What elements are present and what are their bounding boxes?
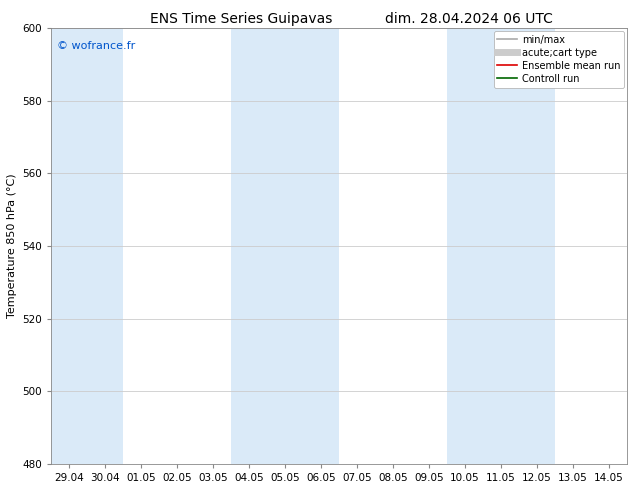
- Text: © wofrance.fr: © wofrance.fr: [57, 41, 135, 51]
- Bar: [447, 28, 555, 464]
- Bar: [231, 28, 339, 464]
- Text: ENS Time Series Guipavas: ENS Time Series Guipavas: [150, 12, 332, 26]
- Bar: [51, 28, 123, 464]
- Legend: min/max, acute;cart type, Ensemble mean run, Controll run: min/max, acute;cart type, Ensemble mean …: [493, 31, 624, 88]
- Text: dim. 28.04.2024 06 UTC: dim. 28.04.2024 06 UTC: [385, 12, 553, 26]
- Y-axis label: Temperature 850 hPa (°C): Temperature 850 hPa (°C): [7, 174, 17, 318]
